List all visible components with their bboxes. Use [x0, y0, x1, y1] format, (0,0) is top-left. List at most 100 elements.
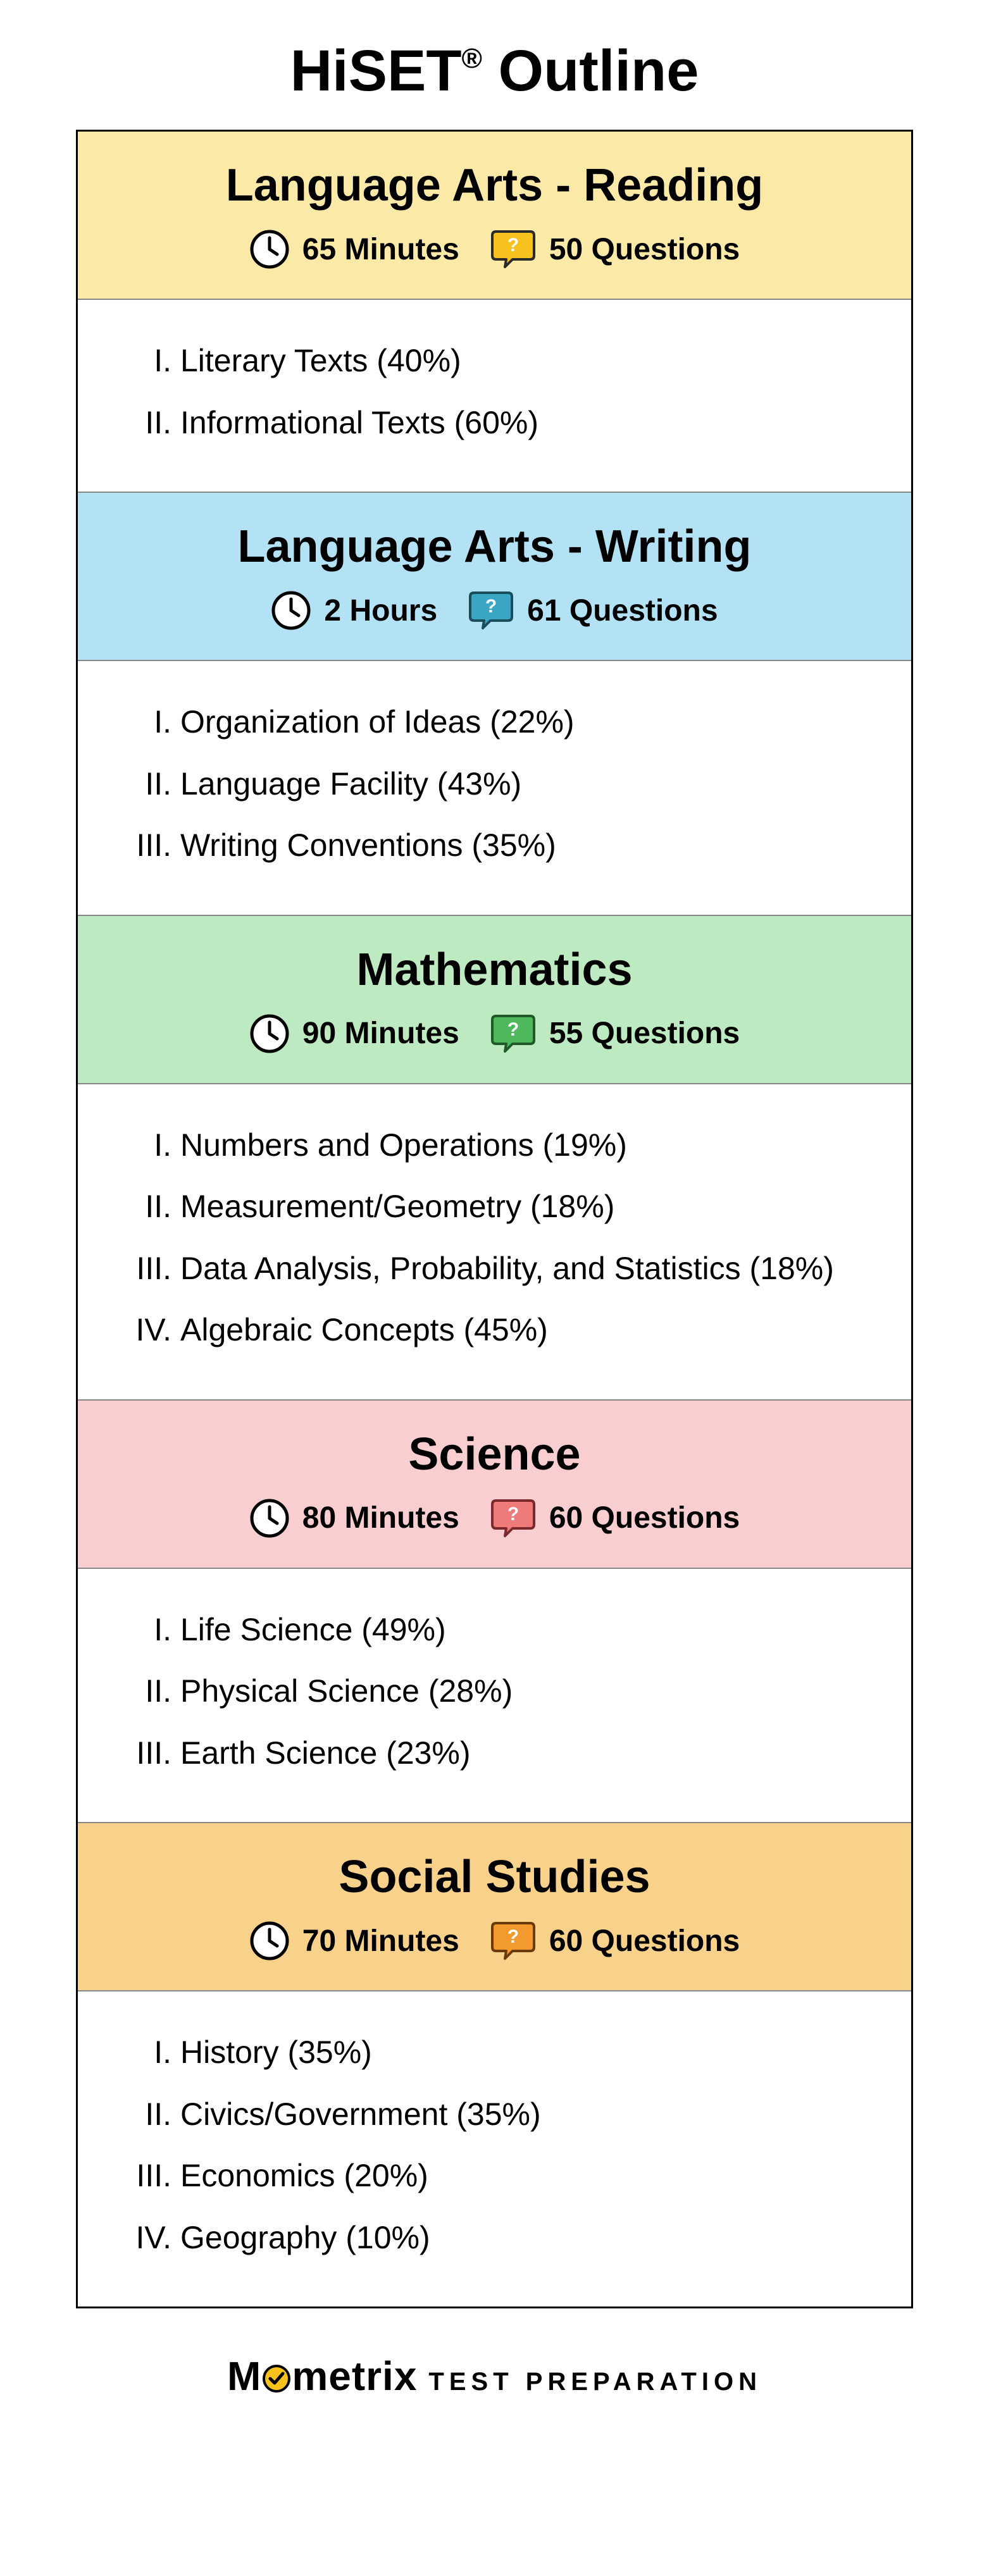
- time-label: 90 Minutes: [302, 1016, 459, 1051]
- svg-text:?: ?: [507, 235, 519, 256]
- topic-roman: II.: [135, 1176, 180, 1238]
- clock-icon: [249, 1498, 290, 1539]
- topic-label: Numbers and Operations (19%): [180, 1115, 627, 1177]
- questions-label: 60 Questions: [549, 1501, 740, 1535]
- section-topics: I.Numbers and Operations (19%)II.Measure…: [78, 1084, 911, 1399]
- topic-row: II.Measurement/Geometry (18%): [135, 1176, 873, 1238]
- section-name: Science: [90, 1428, 899, 1480]
- section-header: Language Arts - Reading 65 Minutes ? 50 …: [78, 132, 911, 300]
- time-label: 80 Minutes: [302, 1501, 459, 1535]
- topic-roman: IV.: [135, 2207, 180, 2269]
- section-meta: 90 Minutes ? 55 Questions: [90, 1012, 899, 1055]
- questions-label: 61 Questions: [527, 593, 718, 628]
- topic-roman: III.: [135, 1723, 180, 1785]
- topic-row: I.Literary Texts (40%): [135, 330, 873, 392]
- topic-row: I.History (35%): [135, 2022, 873, 2084]
- questions-meta: ? 60 Questions: [490, 1919, 740, 1962]
- topic-roman: IV.: [135, 1299, 180, 1361]
- questions-meta: ? 60 Questions: [490, 1497, 740, 1540]
- footer-brand-pre: M: [227, 2353, 261, 2399]
- section-header: Social Studies 70 Minutes ? 60 Questions: [78, 1822, 911, 1991]
- questions-meta: ? 61 Questions: [468, 589, 718, 632]
- topic-label: Writing Conventions (35%): [180, 815, 556, 877]
- section-name: Mathematics: [90, 944, 899, 996]
- questions-meta: ? 50 Questions: [490, 228, 740, 271]
- topic-label: Language Facility (43%): [180, 753, 521, 815]
- topic-label: Literary Texts (40%): [180, 330, 461, 392]
- topic-row: I.Organization of Ideas (22%): [135, 691, 873, 753]
- topic-roman: I.: [135, 691, 180, 753]
- section-meta: 2 Hours ? 61 Questions: [90, 589, 899, 632]
- outline-container: Language Arts - Reading 65 Minutes ? 50 …: [76, 130, 913, 2308]
- footer-brand-o-icon: [261, 2353, 292, 2400]
- topic-roman: II.: [135, 1661, 180, 1723]
- question-bubble-icon: ?: [490, 1919, 537, 1962]
- section-topics: I.Literary Texts (40%)II.Informational T…: [78, 300, 911, 492]
- topic-label: Earth Science (23%): [180, 1723, 471, 1785]
- topic-row: III.Earth Science (23%): [135, 1723, 873, 1785]
- clock-icon: [271, 590, 311, 631]
- topic-row: II.Civics/Government (35%): [135, 2084, 873, 2146]
- section-header: Science 80 Minutes ? 60 Questions: [78, 1399, 911, 1569]
- topic-roman: III.: [135, 2145, 180, 2207]
- time-label: 2 Hours: [324, 593, 437, 628]
- footer-brand: Mmetrix: [227, 2353, 417, 2400]
- section-header: Language Arts - Writing 2 Hours ? 61 Que…: [78, 492, 911, 661]
- question-bubble-icon: ?: [490, 228, 537, 271]
- title-main: HiSET: [290, 39, 462, 103]
- topic-label: Algebraic Concepts (45%): [180, 1299, 548, 1361]
- topic-roman: III.: [135, 815, 180, 877]
- topic-label: Economics (20%): [180, 2145, 428, 2207]
- topic-label: Geography (10%): [180, 2207, 430, 2269]
- question-bubble-icon: ?: [490, 1497, 537, 1540]
- questions-meta: ? 55 Questions: [490, 1012, 740, 1055]
- time-meta: 70 Minutes: [249, 1921, 459, 1961]
- questions-label: 55 Questions: [549, 1016, 740, 1051]
- topic-row: III.Writing Conventions (35%): [135, 815, 873, 877]
- topic-row: IV.Geography (10%): [135, 2207, 873, 2269]
- section-meta: 70 Minutes ? 60 Questions: [90, 1919, 899, 1962]
- footer-sub: TEST PREPARATION: [428, 2368, 762, 2396]
- topic-row: III.Data Analysis, Probability, and Stat…: [135, 1238, 873, 1300]
- topic-roman: III.: [135, 1238, 180, 1300]
- questions-label: 50 Questions: [549, 232, 740, 267]
- footer: Mmetrix TEST PREPARATION: [76, 2353, 913, 2400]
- title-reg: ®: [462, 43, 482, 74]
- topic-roman: I.: [135, 1599, 180, 1661]
- time-meta: 90 Minutes: [249, 1013, 459, 1054]
- page-title: HiSET® Outline: [76, 38, 913, 104]
- section-name: Social Studies: [90, 1851, 899, 1903]
- time-meta: 65 Minutes: [249, 229, 459, 269]
- topic-row: II.Informational Texts (60%): [135, 392, 873, 454]
- topic-row: II.Physical Science (28%): [135, 1661, 873, 1723]
- questions-label: 60 Questions: [549, 1924, 740, 1959]
- clock-icon: [249, 229, 290, 269]
- topic-row: I.Numbers and Operations (19%): [135, 1115, 873, 1177]
- section-topics: I.Organization of Ideas (22%)II.Language…: [78, 661, 911, 915]
- topic-label: Informational Texts (60%): [180, 392, 538, 454]
- topic-roman: I.: [135, 2022, 180, 2084]
- time-meta: 2 Hours: [271, 590, 437, 631]
- topic-row: IV.Algebraic Concepts (45%): [135, 1299, 873, 1361]
- section-topics: I.Life Science (49%)II.Physical Science …: [78, 1569, 911, 1823]
- title-rest: Outline: [482, 39, 699, 103]
- clock-icon: [249, 1921, 290, 1961]
- section-meta: 80 Minutes ? 60 Questions: [90, 1497, 899, 1540]
- topic-label: Measurement/Geometry (18%): [180, 1176, 614, 1238]
- question-bubble-icon: ?: [468, 589, 514, 632]
- svg-text:?: ?: [485, 596, 497, 617]
- time-label: 70 Minutes: [302, 1924, 459, 1959]
- topic-label: Physical Science (28%): [180, 1661, 513, 1723]
- section-header: Mathematics 90 Minutes ? 55 Questions: [78, 915, 911, 1084]
- topic-label: History (35%): [180, 2022, 372, 2084]
- topic-row: III.Economics (20%): [135, 2145, 873, 2207]
- clock-icon: [249, 1013, 290, 1054]
- section-meta: 65 Minutes ? 50 Questions: [90, 228, 899, 271]
- topic-label: Life Science (49%): [180, 1599, 446, 1661]
- time-label: 65 Minutes: [302, 232, 459, 267]
- topic-roman: II.: [135, 392, 180, 454]
- time-meta: 80 Minutes: [249, 1498, 459, 1539]
- section-name: Language Arts - Writing: [90, 521, 899, 573]
- topic-roman: I.: [135, 1115, 180, 1177]
- topic-row: I.Life Science (49%): [135, 1599, 873, 1661]
